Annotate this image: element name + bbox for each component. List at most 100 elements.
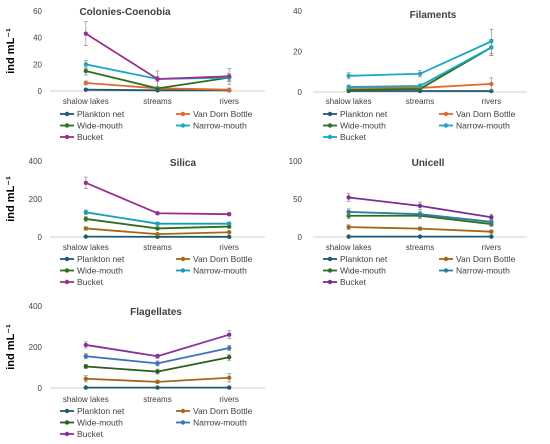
y-tick-label: 40	[33, 34, 42, 43]
data-point	[417, 83, 423, 89]
legend-label: Bucket	[77, 429, 104, 439]
legend-label: Plankton net	[340, 254, 388, 264]
legend-entry-bucket: Bucket	[60, 429, 104, 439]
legend-marker	[327, 123, 333, 128]
data-point	[83, 180, 89, 186]
data-point	[83, 226, 89, 231]
data-point	[83, 376, 89, 381]
legend-label: Van Dorn Bottle	[456, 254, 516, 264]
x-tick-label: rivers	[219, 395, 239, 404]
series-narrow-mouth	[83, 209, 232, 226]
legend-entry-van-dorn-bottle: Van Dorn Bottle	[176, 406, 253, 416]
data-point	[417, 226, 423, 231]
data-point	[346, 73, 351, 79]
legend-label: Bucket	[77, 132, 104, 142]
legend-marker	[443, 123, 449, 128]
panel-filaments: Filaments 0 20 40 shalow lakes streams rivers P…	[293, 7, 527, 142]
legend-label: Wide-mouth	[77, 418, 123, 428]
data-point	[489, 215, 494, 220]
chart-title: Silica	[170, 158, 197, 169]
data-point	[83, 234, 89, 239]
legend-marker	[64, 123, 70, 128]
legend-marker	[327, 268, 333, 273]
panel-unicell: Unicell 0 50 100 shalow lakes streams rivers Pl…	[289, 157, 527, 287]
legend-label: Van Dorn Bottle	[456, 109, 516, 119]
data-point	[226, 87, 232, 92]
data-point	[155, 211, 160, 216]
series-line	[348, 46, 492, 88]
series-narrow-mouth	[346, 38, 494, 90]
x-tick-label: streams	[143, 395, 171, 404]
x-tick-label: shalow lakes	[63, 97, 109, 106]
series-plankton-net	[346, 234, 494, 239]
data-point	[83, 216, 89, 222]
y-axis-label: ind mL⁻¹	[5, 176, 17, 222]
legend-label: Narrow-mouth	[193, 121, 247, 131]
y-tick-label: 20	[33, 60, 42, 69]
panel-silica: Silica ind mL⁻¹ 0 200 400 shalow lakes streams…	[5, 157, 265, 287]
legend-marker	[180, 123, 186, 128]
legend-marker	[64, 279, 70, 285]
legend-marker	[180, 256, 186, 262]
data-point	[155, 76, 160, 82]
data-point	[226, 74, 232, 79]
x-tick-label: rivers	[482, 243, 502, 252]
legend-entry-plankton-net: Plankton net	[60, 109, 125, 119]
legend-label: Narrow-mouth	[193, 266, 247, 276]
data-point	[155, 221, 160, 226]
data-point	[83, 364, 89, 369]
data-point	[155, 361, 160, 366]
legend-marker	[443, 268, 449, 273]
legend-marker	[327, 134, 333, 140]
data-point	[346, 234, 351, 239]
data-point	[83, 385, 89, 390]
data-point	[417, 212, 423, 217]
legend-marker	[327, 111, 333, 117]
legend-marker	[327, 279, 333, 285]
y-tick-label: 60	[33, 7, 42, 16]
y-tick-label: 0	[38, 384, 43, 393]
data-point	[346, 84, 351, 90]
x-tick-label: streams	[406, 97, 434, 106]
y-tick-label: 0	[38, 233, 43, 242]
data-point	[155, 226, 160, 231]
legend-entry-narrow-mouth: Narrow-mouth	[439, 121, 510, 131]
legend-marker	[64, 431, 70, 437]
data-point	[226, 385, 232, 390]
series-bucket	[83, 330, 232, 359]
data-point	[83, 210, 89, 215]
chart-title: Filaments	[410, 10, 457, 21]
y-tick-label: 0	[38, 87, 43, 96]
panel-flagellates: Flagellates ind mL⁻¹ 0 200 400 shalow lakes st…	[5, 302, 265, 439]
series-line	[85, 182, 230, 216]
x-tick-label: streams	[406, 243, 434, 252]
y-tick-label: 0	[298, 88, 303, 97]
series-van-dorn-bottle	[83, 226, 232, 237]
data-point	[83, 354, 89, 359]
legend-label: Narrow-mouth	[193, 418, 247, 428]
y-axis-label: ind mL⁻¹	[5, 28, 17, 74]
y-tick-label: 40	[293, 7, 302, 16]
legend-label: Van Dorn Bottle	[193, 109, 253, 119]
data-point	[346, 224, 351, 230]
legend-marker	[64, 408, 70, 414]
series-narrow-mouth	[346, 208, 494, 225]
data-point	[155, 385, 160, 390]
legend-entry-plankton-net: Plankton net	[323, 254, 388, 264]
data-point	[417, 203, 423, 209]
data-point	[83, 342, 89, 348]
legend-entry-bucket: Bucket	[323, 277, 367, 287]
legend-marker	[64, 268, 70, 273]
x-tick-label: rivers	[219, 243, 239, 252]
legend-entry-bucket: Bucket	[60, 132, 104, 142]
legend-marker	[180, 111, 186, 117]
legend-label: Bucket	[340, 277, 367, 287]
data-point	[226, 221, 232, 226]
legend-marker	[180, 268, 186, 273]
series-bucket	[346, 28, 494, 80]
legend-entry-narrow-mouth: Narrow-mouth	[176, 266, 247, 276]
y-tick-label: 400	[29, 302, 43, 311]
legend-label: Plankton net	[77, 406, 125, 416]
series-narrow-mouth	[83, 345, 232, 367]
